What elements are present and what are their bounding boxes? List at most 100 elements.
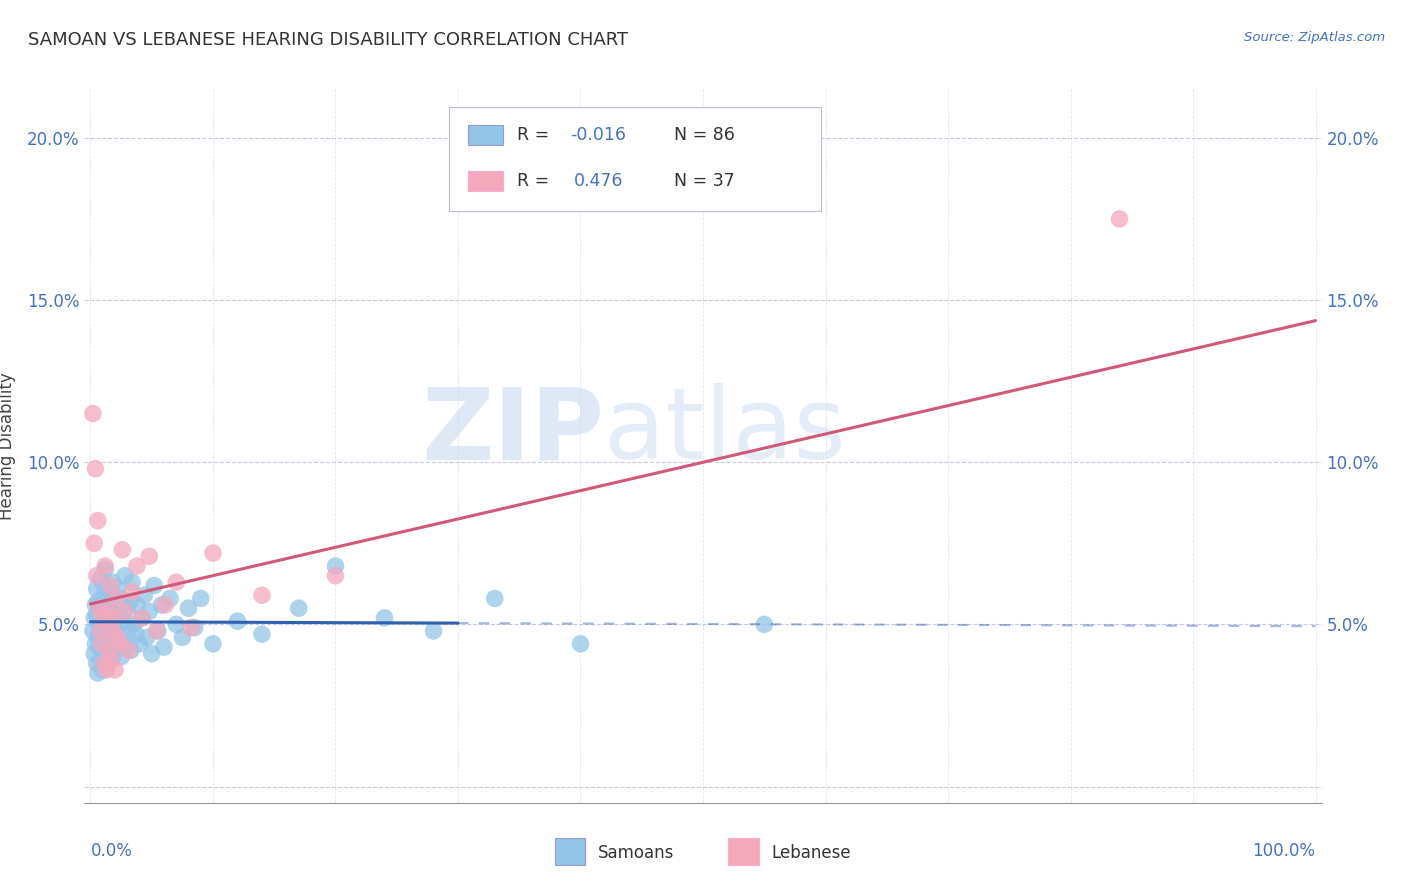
Point [177, 601, 200, 615]
Point [114, 568, 136, 582]
Point [111, 633, 134, 648]
Text: R =: R = [517, 126, 555, 144]
Point [250, 627, 273, 641]
Point [201, 546, 224, 560]
Point [226, 614, 249, 628]
Point [86, 607, 108, 622]
Point [86, 582, 108, 596]
FancyBboxPatch shape [450, 107, 821, 211]
Text: Lebanese: Lebanese [770, 844, 851, 862]
Point [89, 624, 111, 638]
Point [125, 627, 148, 641]
Point [134, 588, 156, 602]
Point [131, 611, 153, 625]
Text: R =: R = [517, 172, 561, 190]
Text: Samoans: Samoans [598, 844, 675, 862]
Point [150, 598, 173, 612]
Point [108, 604, 131, 618]
Text: 0.0%: 0.0% [90, 842, 132, 860]
Point [128, 637, 150, 651]
Point [83, 536, 105, 550]
Point [250, 588, 273, 602]
Point [143, 578, 166, 592]
Point [97, 657, 120, 671]
Point [96, 607, 118, 622]
Point [105, 640, 128, 654]
Point [115, 640, 138, 654]
Point [569, 637, 592, 651]
Point [97, 631, 120, 645]
Point [104, 663, 127, 677]
Point [103, 611, 125, 625]
Point [287, 601, 309, 615]
Point [159, 591, 181, 606]
Point [180, 621, 202, 635]
Point [118, 595, 141, 609]
Point [91, 591, 114, 606]
Point [422, 624, 444, 638]
Point [90, 627, 112, 641]
Point [105, 611, 128, 625]
Point [93, 578, 115, 592]
Point [117, 624, 139, 638]
Point [98, 578, 121, 592]
Point [107, 631, 129, 645]
Point [153, 640, 176, 654]
Text: -0.016: -0.016 [571, 126, 627, 144]
Point [87, 666, 110, 681]
Point [121, 585, 143, 599]
Point [190, 591, 212, 606]
Point [89, 653, 111, 667]
Point [87, 631, 110, 645]
Point [86, 657, 108, 671]
Point [155, 598, 177, 612]
Point [97, 643, 120, 657]
Point [325, 559, 347, 574]
Point [97, 604, 120, 618]
Point [83, 647, 105, 661]
Text: Source: ZipAtlas.com: Source: ZipAtlas.com [1244, 31, 1385, 45]
Point [107, 582, 129, 596]
Point [84, 461, 107, 475]
Bar [728, 838, 759, 865]
Point [100, 621, 122, 635]
Point [145, 624, 167, 638]
Point [94, 562, 117, 576]
Point [93, 621, 115, 635]
Point [98, 643, 121, 657]
Point [325, 568, 347, 582]
Point [183, 621, 205, 635]
Point [89, 601, 111, 615]
Point [91, 611, 114, 625]
Point [82, 624, 104, 638]
Point [93, 657, 115, 671]
Point [120, 643, 142, 657]
Point [90, 607, 112, 622]
Point [114, 604, 136, 618]
Point [754, 617, 776, 632]
Point [138, 549, 160, 564]
Bar [468, 171, 502, 191]
Point [89, 572, 111, 586]
Point [121, 575, 143, 590]
Text: 0.476: 0.476 [574, 172, 624, 190]
Text: ZIP: ZIP [422, 384, 605, 480]
Bar [554, 838, 585, 865]
Point [86, 568, 108, 582]
Point [201, 637, 224, 651]
Point [87, 601, 110, 615]
Point [96, 663, 118, 677]
Point [94, 598, 117, 612]
Point [104, 595, 127, 609]
Point [87, 595, 110, 609]
Point [94, 647, 117, 661]
Y-axis label: Hearing Disability: Hearing Disability [0, 372, 15, 520]
Point [110, 591, 132, 606]
Point [125, 559, 148, 574]
Point [117, 643, 139, 657]
Text: atlas: atlas [605, 384, 845, 480]
Point [112, 614, 135, 628]
Point [82, 407, 104, 421]
Point [146, 624, 169, 638]
Point [91, 643, 114, 657]
